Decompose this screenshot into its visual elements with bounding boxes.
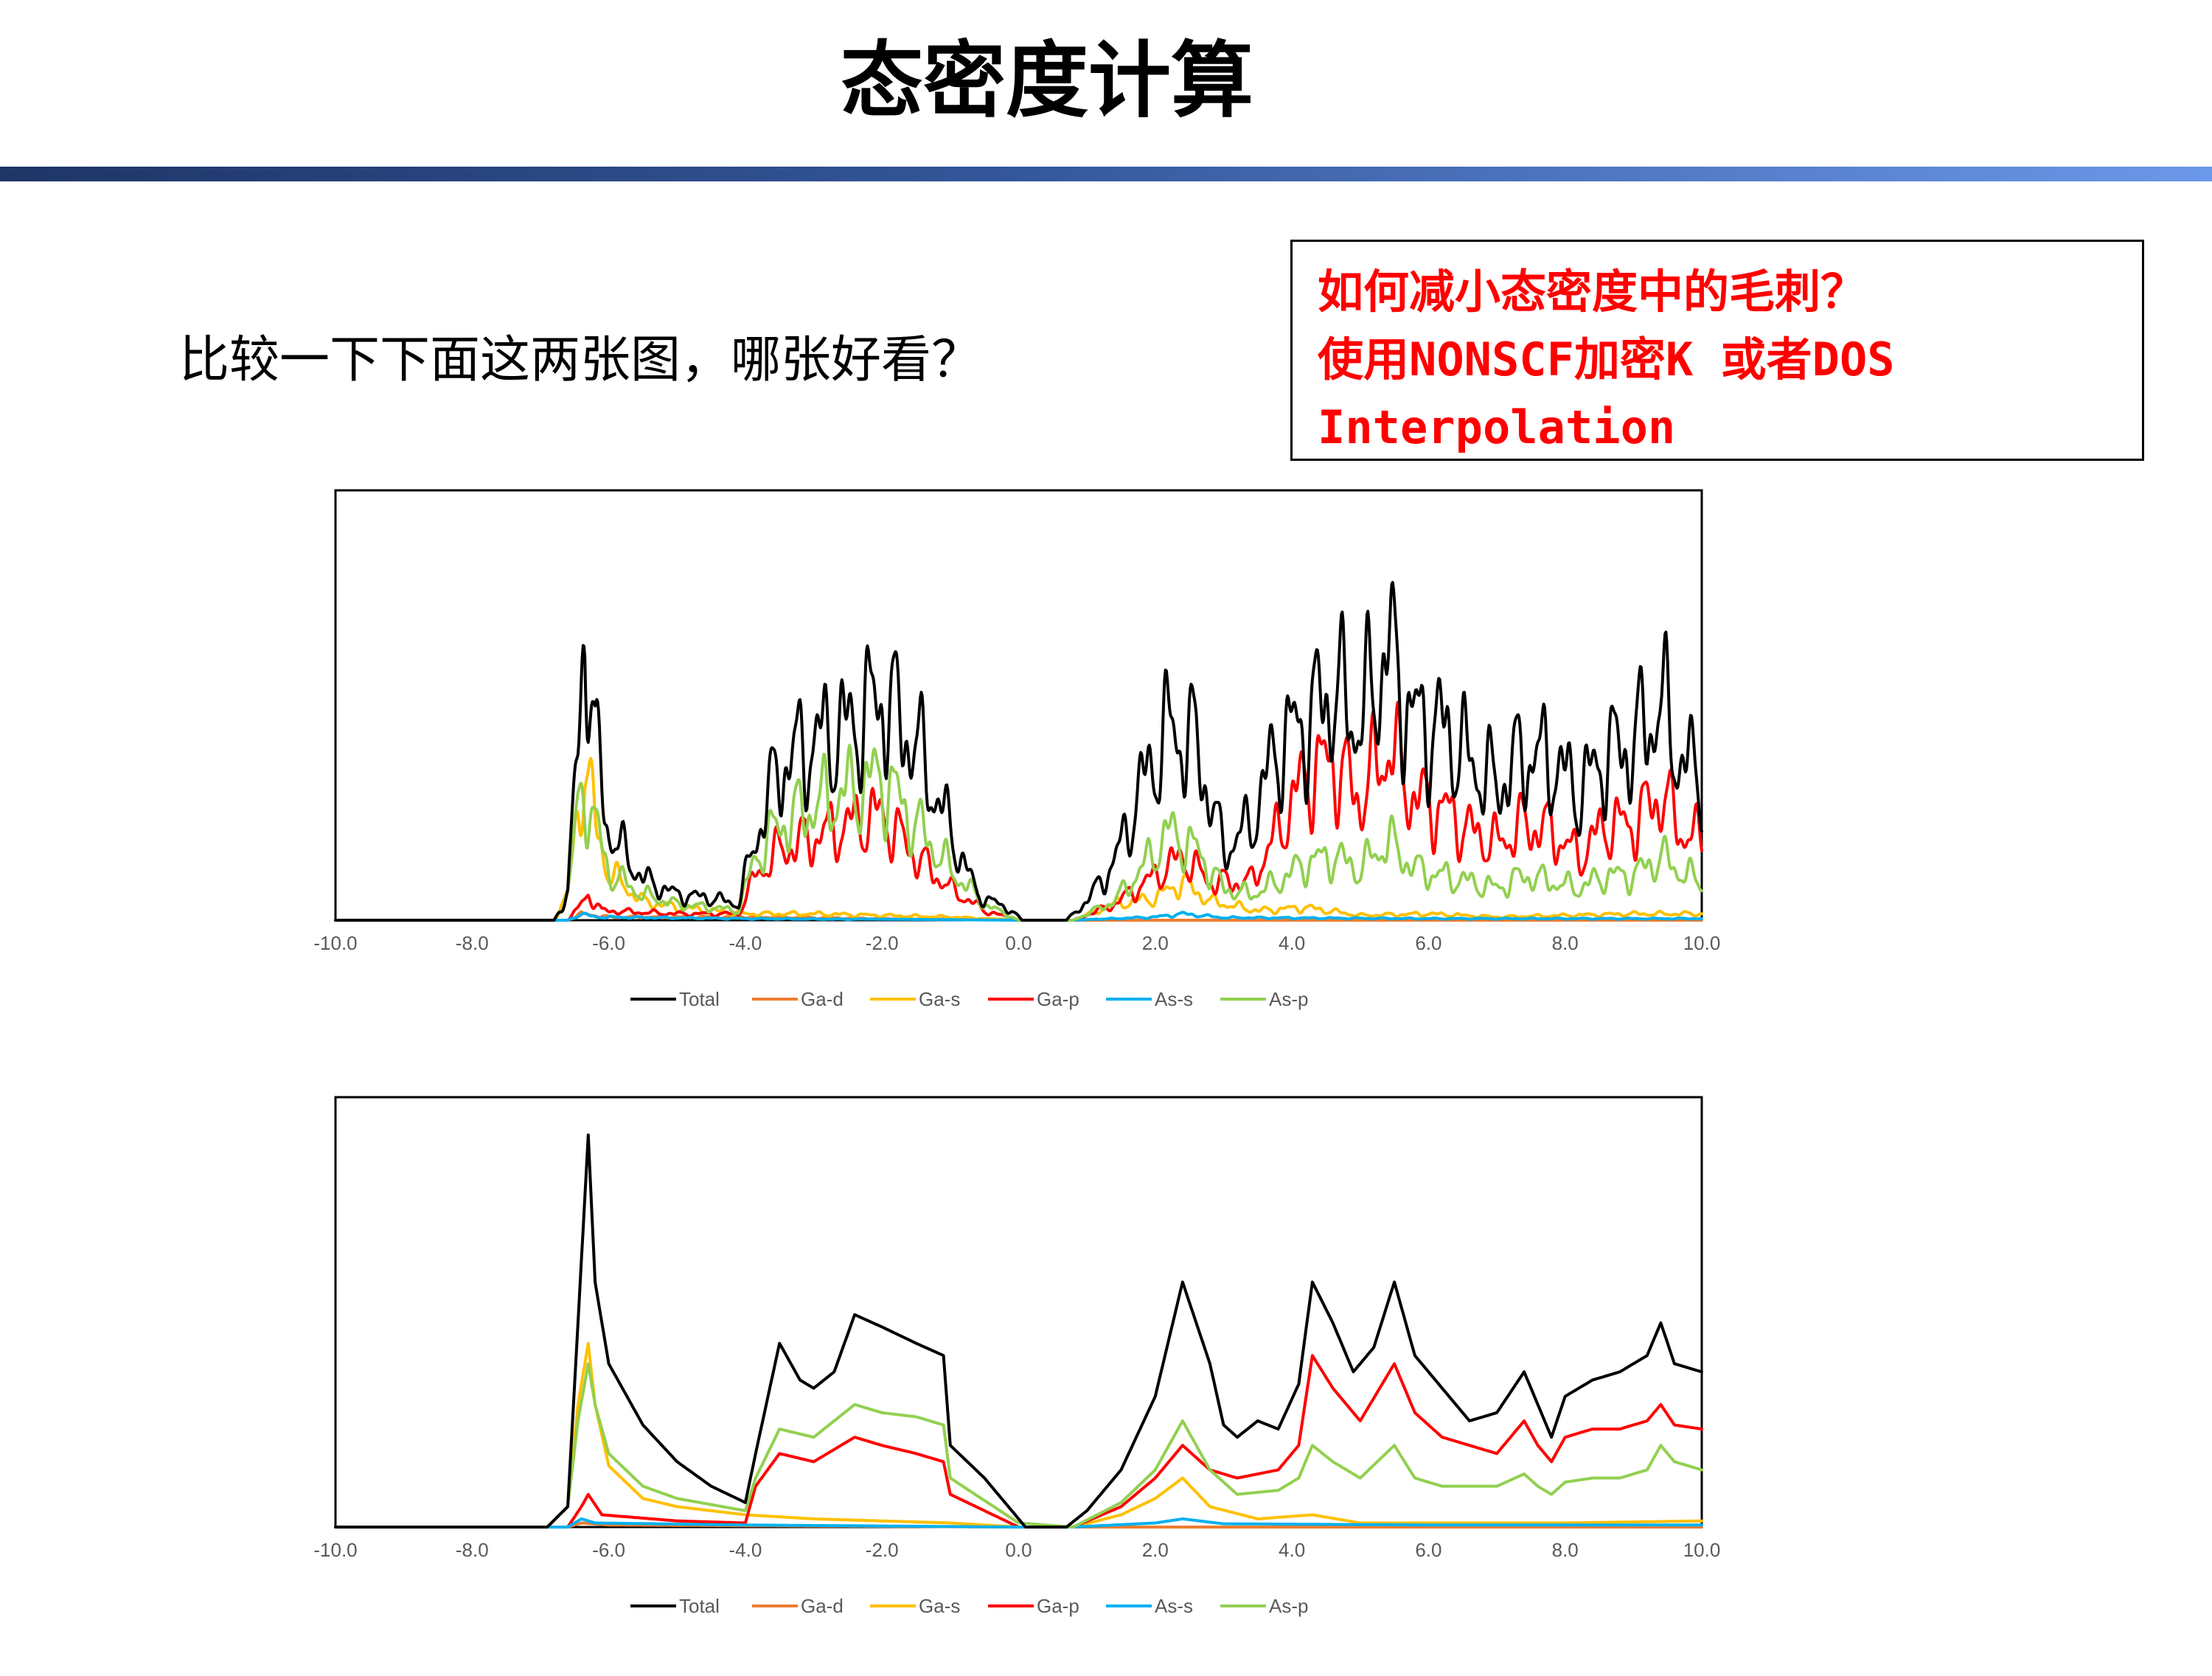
x-axis-ticks: -10.0 -8.0 -6.0 -4.0 -2.0 0.0 2.0 4.0 6.0 8.0 10.0 (313, 932, 1720, 954)
x-tick-label: -2.0 (866, 1539, 899, 1561)
x-tick-label: 2.0 (1142, 1539, 1169, 1561)
legend-label-ga-p: Ga-p (1037, 988, 1079, 1010)
note-line: 如何减小态密度中的毛刺？ (1318, 258, 2142, 326)
x-tick-label: -10.0 (313, 932, 357, 954)
x-tick-label: 6.0 (1415, 932, 1441, 954)
legend-label-total: Total (679, 988, 720, 1010)
x-tick-label: 0.0 (1005, 1539, 1032, 1561)
legend-label-ga-s: Ga-s (919, 1595, 960, 1617)
x-tick-label: 6.0 (1415, 1539, 1441, 1561)
plot-area (335, 1097, 1702, 1527)
slide-title: 态密度计算 (0, 35, 2094, 126)
x-tick-label: -8.0 (456, 1539, 489, 1561)
legend-label-as-s: As-s (1155, 1595, 1193, 1617)
x-tick-label: -10.0 (313, 1539, 357, 1561)
x-tick-label: 10.0 (1683, 932, 1721, 954)
plot-area (335, 490, 1702, 920)
title-divider (0, 167, 2212, 181)
x-tick-label: -6.0 (592, 1539, 625, 1561)
x-tick-label: -8.0 (456, 932, 489, 954)
legend-label-total: Total (679, 1595, 720, 1617)
x-tick-label: 0.0 (1005, 932, 1032, 954)
dos-chart-smooth-svg: -10.0 -8.0 -6.0 -4.0 -2.0 0.0 2.0 4.0 6.0 8.0 10.0… (0, 1086, 2212, 1676)
note-box: 如何减小态密度中的毛刺？ 使用NONSCF加密K 或者DOS Interpola… (1290, 240, 2144, 461)
dos-chart-smooth: -10.0 -8.0 -6.0 -4.0 -2.0 0.0 2.0 4.0 6.0 8.0 10.0… (0, 1086, 2212, 1676)
note-line: 使用NONSCF加密K 或者DOS (1318, 326, 2142, 394)
x-tick-label: 2.0 (1142, 932, 1169, 954)
dos-chart-noisy: -10.0 -8.0 -6.0 -4.0 -2.0 0.0 2.0 4.0 6.0 8.0 10.0… (0, 479, 2212, 1069)
x-tick-label: -4.0 (728, 1539, 762, 1561)
legend-label-ga-d: Ga-d (801, 1595, 844, 1617)
dos-chart-noisy-svg: -10.0 -8.0 -6.0 -4.0 -2.0 0.0 2.0 4.0 6.0 8.0 10.0… (0, 479, 2212, 1069)
legend-label-ga-d: Ga-d (801, 988, 844, 1010)
legend: Total Ga-d Ga-s Ga-p As-s As-p (630, 988, 1308, 1010)
legend-label-ga-p: Ga-p (1037, 1595, 1079, 1617)
legend-label-ga-s: Ga-s (919, 988, 960, 1010)
comparison-question: 比较一下下面这两张图，哪张好看？ (179, 319, 981, 392)
note-line: Interpolation (1318, 394, 2142, 462)
legend-label-as-s: As-s (1155, 988, 1193, 1010)
x-tick-label: 10.0 (1683, 1539, 1721, 1561)
x-tick-label: 8.0 (1552, 932, 1579, 954)
x-tick-label: -4.0 (728, 932, 762, 954)
legend-label-as-p: As-p (1269, 988, 1308, 1010)
legend-label-as-p: As-p (1269, 1595, 1308, 1617)
x-tick-label: 4.0 (1279, 932, 1305, 954)
x-tick-label: 8.0 (1552, 1539, 1579, 1561)
x-tick-label: 4.0 (1279, 1539, 1305, 1561)
legend: Total Ga-d Ga-s Ga-p As-s As-p (630, 1595, 1308, 1617)
x-tick-label: -6.0 (592, 932, 625, 954)
x-axis-ticks: -10.0 -8.0 -6.0 -4.0 -2.0 0.0 2.0 4.0 6.0 8.0 10.0 (313, 1539, 1720, 1561)
x-tick-label: -2.0 (866, 932, 899, 954)
